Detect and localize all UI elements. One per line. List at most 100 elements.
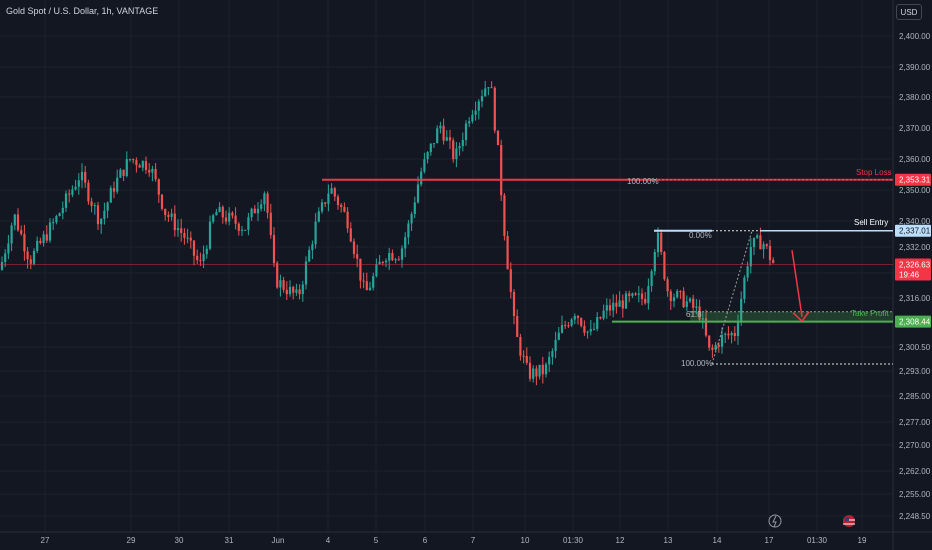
candle-body [314,221,317,245]
candle-body [548,356,551,365]
candle-body [512,292,516,316]
candle-body [141,161,144,168]
take-profit-label: Take Profit [851,309,889,318]
candle-body [624,293,628,309]
candle-body [135,160,138,166]
candle-body [36,240,39,251]
candle-body [605,305,608,311]
candle-body [637,293,640,295]
fib-618-label: 61.8 [686,310,702,319]
candle-body [285,289,288,295]
candle-body [269,212,272,235]
candle-body [496,130,500,146]
candle-body [583,325,586,333]
candle-body [196,255,199,261]
candle-body [215,211,218,216]
candle-body [391,252,394,261]
x-tick-label: 14 [713,536,722,545]
candle-body [349,228,352,242]
candle-body [554,339,557,352]
x-tick-label: 7 [471,536,476,545]
candle-body [717,344,720,347]
candle-body [7,243,10,254]
candle-body [420,171,423,185]
candle-body [416,184,420,203]
candle-body [32,250,36,264]
candle-body [749,247,752,267]
candle-body [490,87,493,89]
candle-body [602,310,605,319]
candle-body [250,208,253,218]
candle-body [148,170,151,173]
countdown-label: 19:46 [899,270,920,279]
candle-body [519,336,522,356]
candle-body [330,188,333,194]
candle-body [413,202,416,215]
candle-body [592,328,596,330]
candle-body [544,364,548,375]
candle-body [404,237,407,249]
candle-body [493,87,496,131]
candle-body [458,146,461,149]
candle-body [650,271,653,287]
currency-button[interactable]: USD [896,4,922,20]
candle-body [359,258,362,281]
candle-body [708,335,711,348]
candle-body [468,121,471,124]
candle-body [157,179,160,195]
candle-body [346,211,349,229]
candle-body [461,139,464,147]
x-tick-label: 29 [127,536,136,545]
candle-body [768,245,772,260]
candle-body [189,237,192,241]
y-tick-label: 2,270.00 [899,441,931,450]
candle-body [119,169,122,178]
candle-body [653,252,656,272]
candle-body [724,333,727,335]
candle-body [759,235,762,250]
candle-body [266,193,269,213]
candle-body [381,261,384,263]
candle-body [573,315,576,320]
candle-body [730,332,733,336]
candle-body [39,240,42,244]
candle-body [631,293,634,297]
candle-body [356,254,359,259]
fib-0-label: 0.00% [689,231,712,240]
y-tick-label: 2,255.00 [899,490,931,499]
x-tick-label: 01:30 [807,536,828,545]
x-tick-label: 30 [175,536,184,545]
candle-body [612,302,615,311]
y-tick-label: 2,370.00 [899,124,931,133]
candle-body [733,332,736,337]
y-tick-label: 2,380.00 [899,93,931,102]
candle-body [644,298,647,304]
candle-body [672,297,676,302]
candle-body [714,344,717,350]
candle-body [711,347,714,350]
candle-body [327,193,330,204]
y-tick-label: 2,248.50 [899,512,931,521]
x-tick-label: 13 [664,536,673,545]
candle-body [640,293,644,299]
candle-body [298,289,301,295]
projection-arrowhead [792,311,810,323]
candle-body [365,281,368,291]
candle-body [16,214,20,231]
candle-body [240,229,244,231]
candle-body [170,213,173,217]
candle-body [23,233,26,252]
candle-body [151,168,154,173]
price-label-bg [895,173,931,186]
candle-body [532,368,535,379]
candle-body [55,216,58,223]
y-tick-label: 2,277.00 [899,418,931,427]
candle-body [311,244,314,251]
candle-body [333,188,336,197]
candle-body [320,202,324,212]
candle-body [765,244,768,246]
fib-100-bottom-label: 100.00% [681,359,713,368]
price-label: 2,337.01 [899,227,931,236]
